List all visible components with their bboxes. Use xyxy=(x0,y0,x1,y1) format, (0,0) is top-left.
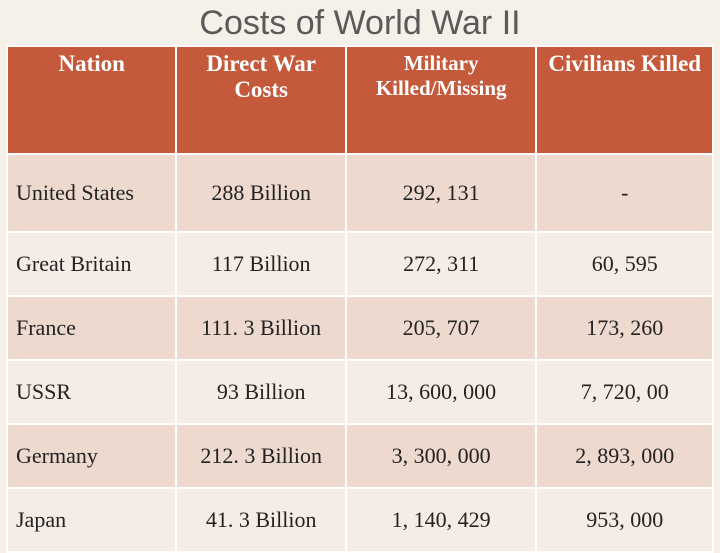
cell-nation: Japan xyxy=(7,488,176,552)
table-row: Germany 212. 3 Billion 3, 300, 000 2, 89… xyxy=(7,424,713,488)
cell-nation: United States xyxy=(7,154,176,232)
cell-military: 3, 300, 000 xyxy=(346,424,537,488)
cell-military: 205, 707 xyxy=(346,296,537,360)
page-title: Costs of World War II xyxy=(6,4,714,43)
cell-cost: 117 Billion xyxy=(176,232,345,296)
cell-cost: 288 Billion xyxy=(176,154,345,232)
costs-table: Nation Direct War Costs Military Killed/… xyxy=(6,45,714,553)
table-row: Japan 41. 3 Billion 1, 140, 429 953, 000 xyxy=(7,488,713,552)
cell-cost: 41. 3 Billion xyxy=(176,488,345,552)
table-row: USSR 93 Billion 13, 600, 000 7, 720, 00 xyxy=(7,360,713,424)
cell-cost: 93 Billion xyxy=(176,360,345,424)
col-header-civilians: Civilians Killed xyxy=(536,46,713,154)
cell-military: 13, 600, 000 xyxy=(346,360,537,424)
cell-cost: 111. 3 Billion xyxy=(176,296,345,360)
table-row: United States 288 Billion 292, 131 - xyxy=(7,154,713,232)
cell-civilians: 173, 260 xyxy=(536,296,713,360)
cell-military: 1, 140, 429 xyxy=(346,488,537,552)
col-header-cost: Direct War Costs xyxy=(176,46,345,154)
cell-civilians: 953, 000 xyxy=(536,488,713,552)
cell-nation: USSR xyxy=(7,360,176,424)
cell-civilians: 60, 595 xyxy=(536,232,713,296)
cell-nation: France xyxy=(7,296,176,360)
cell-civilians: 2, 893, 000 xyxy=(536,424,713,488)
col-header-military: Military Killed/Missing xyxy=(346,46,537,154)
cell-cost: 212. 3 Billion xyxy=(176,424,345,488)
slide: Costs of World War II Nation Direct War … xyxy=(0,0,720,540)
cell-nation: Great Britain xyxy=(7,232,176,296)
cell-civilians: 7, 720, 00 xyxy=(536,360,713,424)
table-row: Great Britain 117 Billion 272, 311 60, 5… xyxy=(7,232,713,296)
table-row: France 111. 3 Billion 205, 707 173, 260 xyxy=(7,296,713,360)
col-header-nation: Nation xyxy=(7,46,176,154)
cell-military: 292, 131 xyxy=(346,154,537,232)
table-header-row: Nation Direct War Costs Military Killed/… xyxy=(7,46,713,154)
cell-military: 272, 311 xyxy=(346,232,537,296)
cell-civilians: - xyxy=(536,154,713,232)
cell-nation: Germany xyxy=(7,424,176,488)
